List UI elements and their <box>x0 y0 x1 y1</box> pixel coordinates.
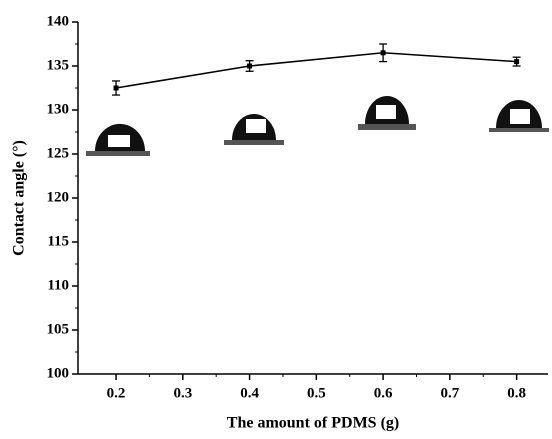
y-tick-label: 105 <box>47 321 70 337</box>
data-point <box>113 85 119 91</box>
data-point <box>514 59 520 65</box>
x-tick-label: 0.5 <box>307 385 326 401</box>
x-axis-title: The amount of PDMS (g) <box>227 415 399 432</box>
y-tick-label: 125 <box>47 145 70 161</box>
droplet-highlight <box>246 119 266 133</box>
x-tick-label: 0.7 <box>440 385 459 401</box>
data-line <box>115 52 517 89</box>
y-tick-label: 130 <box>47 101 70 117</box>
x-tick-label: 0.3 <box>173 385 192 401</box>
y-tick-label: 120 <box>47 189 70 205</box>
substrate <box>489 128 549 132</box>
x-tick-label: 0.8 <box>507 385 526 401</box>
y-tick-label: 100 <box>47 365 70 381</box>
x-tick-label: 0.4 <box>240 385 259 401</box>
y-tick-label: 135 <box>47 57 70 73</box>
substrate <box>358 124 416 130</box>
droplet-highlight <box>108 135 130 147</box>
droplet-images <box>86 96 549 156</box>
y-tick-label: 115 <box>47 233 69 249</box>
substrate <box>86 151 150 156</box>
x-tick-label: 0.2 <box>107 385 126 401</box>
data-point <box>380 50 386 56</box>
y-axis-title: Contact angle (°) <box>11 140 28 256</box>
data-point <box>247 63 253 69</box>
y-tick-label: 110 <box>47 277 69 293</box>
droplet-highlight <box>376 105 396 119</box>
x-tick-label: 0.6 <box>374 385 393 401</box>
droplet-highlight <box>510 109 530 124</box>
substrate <box>224 140 284 145</box>
y-tick-label: 140 <box>47 13 70 29</box>
